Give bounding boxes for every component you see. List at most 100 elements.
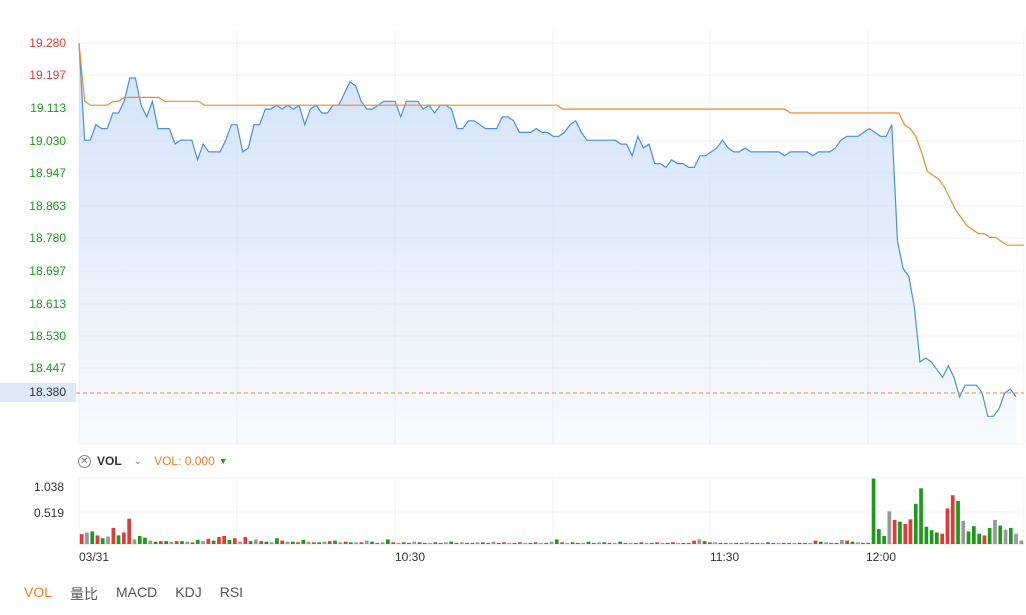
volume-bar bbox=[422, 542, 427, 544]
volume-bar bbox=[375, 542, 380, 544]
volume-bar bbox=[781, 542, 786, 544]
time-axis-label: 10:30 bbox=[395, 550, 426, 564]
volume-bar bbox=[1014, 533, 1018, 544]
volume-bar bbox=[950, 495, 955, 544]
volume-bar bbox=[248, 541, 253, 544]
volume-bar bbox=[956, 501, 960, 544]
indicator-tab[interactable]: MACD bbox=[116, 584, 158, 600]
volume-bar bbox=[993, 519, 997, 544]
volume-bar bbox=[243, 537, 248, 544]
volume-bar bbox=[322, 541, 327, 544]
volume-bar bbox=[591, 542, 596, 544]
volume-bar bbox=[650, 542, 654, 544]
indicator-tab[interactable]: RSI bbox=[219, 584, 244, 600]
price-area-fill bbox=[79, 43, 1016, 444]
volume-bar bbox=[607, 542, 612, 544]
time-axis-label: 12:00 bbox=[866, 550, 897, 564]
volume-axis-label: 0.519 bbox=[33, 506, 64, 520]
volume-bar bbox=[327, 541, 332, 544]
volume-bar bbox=[554, 539, 559, 544]
volume-bar bbox=[1003, 529, 1008, 544]
volume-bar bbox=[317, 542, 322, 544]
volume-bar bbox=[169, 541, 174, 544]
volume-bar bbox=[391, 542, 395, 544]
volume-bar bbox=[280, 540, 285, 544]
price-axis-label: 18.947 bbox=[29, 166, 66, 180]
volume-bar bbox=[834, 542, 839, 544]
volume-bar bbox=[871, 478, 876, 544]
volume-bar bbox=[539, 542, 543, 544]
volume-bar bbox=[343, 541, 348, 544]
volume-bar bbox=[100, 538, 105, 544]
volume-bar bbox=[840, 540, 844, 544]
volume-bar bbox=[776, 542, 781, 544]
price-axis-label: 18.780 bbox=[29, 231, 66, 245]
volume-bar bbox=[898, 521, 902, 544]
volume-bar bbox=[549, 541, 554, 544]
price-axis-label: 19.030 bbox=[29, 134, 66, 148]
volume-bar bbox=[380, 542, 385, 544]
indicator-tab[interactable]: 量比 bbox=[70, 586, 99, 602]
volume-bar bbox=[533, 542, 538, 544]
volume-bar bbox=[491, 541, 496, 544]
volume-bar bbox=[824, 542, 828, 544]
volume-bar bbox=[90, 531, 95, 544]
average-price-line bbox=[78, 42, 1024, 246]
close-circle-icon[interactable]: ✕ bbox=[78, 454, 91, 468]
volume-bar bbox=[512, 542, 517, 544]
volume-bar bbox=[866, 542, 871, 544]
volume-bar bbox=[412, 541, 417, 544]
volume-bar bbox=[227, 540, 232, 544]
indicator-tab[interactable]: KDJ bbox=[175, 584, 202, 600]
volume-bar bbox=[396, 542, 401, 544]
volume-bar bbox=[544, 542, 549, 544]
volume-bar bbox=[623, 542, 628, 544]
volume-bar bbox=[792, 542, 797, 544]
volume-bar bbox=[660, 542, 665, 544]
volume-indicator-name[interactable]: VOL bbox=[97, 454, 122, 468]
volume-bar bbox=[913, 503, 918, 544]
volume-bar bbox=[370, 541, 374, 544]
volume-bar bbox=[438, 542, 443, 544]
volume-bar bbox=[760, 542, 765, 544]
volume-bar bbox=[861, 542, 865, 544]
volume-bar bbox=[238, 541, 242, 544]
volume-bar bbox=[259, 541, 263, 544]
volume-bar bbox=[359, 542, 364, 544]
chevron-down-icon[interactable]: ⌄ bbox=[133, 455, 143, 467]
volume-bar bbox=[217, 537, 221, 544]
volume-bar bbox=[597, 542, 601, 544]
volume-bar bbox=[201, 541, 205, 544]
volume-bar bbox=[349, 542, 353, 544]
volume-bar bbox=[417, 542, 422, 544]
volume-bar bbox=[655, 542, 659, 544]
volume-bar bbox=[560, 542, 564, 544]
volume-bar bbox=[159, 541, 163, 544]
volume-bar bbox=[961, 521, 966, 544]
volume-bar bbox=[454, 542, 459, 544]
volume-bar bbox=[639, 542, 644, 544]
volume-bar bbox=[935, 532, 939, 544]
volume-bar bbox=[618, 541, 622, 544]
volume-bar bbox=[222, 536, 226, 544]
volume-bar bbox=[285, 541, 290, 544]
volume-bar bbox=[718, 542, 723, 544]
price-line bbox=[78, 42, 1017, 417]
volume-bar bbox=[407, 542, 411, 544]
volume-bar bbox=[977, 533, 981, 544]
volume-bar bbox=[855, 542, 860, 544]
volume-bar bbox=[528, 542, 533, 544]
volume-bar bbox=[570, 542, 575, 544]
volume-bar bbox=[919, 488, 923, 544]
time-axis-label: 03/31 bbox=[79, 550, 110, 564]
volume-bar bbox=[755, 542, 760, 544]
volume-bar bbox=[929, 530, 934, 544]
volume-bar bbox=[444, 542, 448, 544]
volume-bar bbox=[581, 542, 585, 544]
down-triangle-icon[interactable]: ▼ bbox=[218, 456, 228, 466]
volume-bar bbox=[745, 542, 749, 544]
indicator-tab[interactable]: VOL bbox=[24, 584, 53, 600]
volume-bar bbox=[887, 511, 892, 544]
